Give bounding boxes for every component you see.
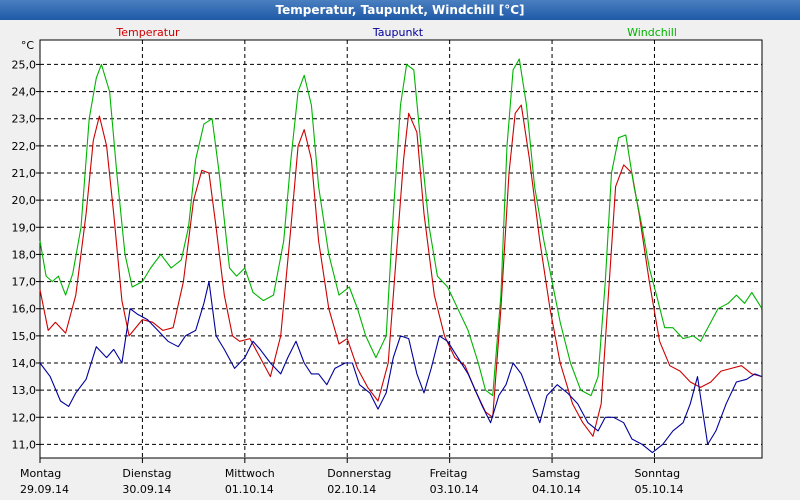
y-tick-label: 15,0 (12, 330, 37, 343)
y-tick-label: 21,0 (12, 167, 37, 180)
legend-temperatur: Temperatur (115, 26, 180, 39)
y-tick-label: 16,0 (12, 303, 37, 316)
series-line-temperatur (39, 104, 763, 437)
x-tick-weekday: Mittwoch (225, 467, 275, 480)
x-tick-weekday: Dienstag (122, 467, 171, 480)
legend-taupunkt: Taupunkt (372, 26, 424, 39)
y-tick-label: 11,0 (12, 438, 37, 451)
y-tick-label: 23,0 (12, 113, 37, 126)
chart-title: Temperatur, Taupunkt, Windchill [°C] (0, 0, 800, 20)
x-tick-date: 03.10.14 (430, 483, 479, 496)
series-line-taupunkt (39, 281, 763, 454)
x-tick-date: 01.10.14 (225, 483, 274, 496)
x-tick-weekday: Freitag (430, 467, 468, 480)
x-tick-date: 04.10.14 (532, 483, 581, 496)
y-tick-label: 14,0 (12, 357, 37, 370)
y-tick-label: 19,0 (12, 221, 37, 234)
y-tick-label: 25,0 (12, 58, 37, 71)
plot-area (39, 39, 763, 459)
x-tick-date: 29.09.14 (20, 483, 69, 496)
y-tick-label: 20,0 (12, 194, 37, 207)
y-tick-label: 22,0 (12, 140, 37, 153)
y-tick-label: 18,0 (12, 248, 37, 261)
x-tick-date: 30.09.14 (122, 483, 171, 496)
x-tick-weekday: Samstag (532, 467, 580, 480)
x-tick-date: 05.10.14 (634, 483, 683, 496)
y-tick-label: 12,0 (12, 411, 37, 424)
y-tick-label: 13,0 (12, 384, 37, 397)
x-tick-date: 02.10.14 (327, 483, 376, 496)
y-tick-label: 24,0 (12, 86, 37, 99)
x-tick-weekday: Sonntag (634, 467, 680, 480)
legend-windchill: Windchill (627, 26, 677, 39)
x-tick-weekday: Donnerstag (327, 467, 391, 480)
y-axis-label: °C (21, 39, 35, 52)
x-tick-weekday: Montag (20, 467, 61, 480)
y-tick-label: 17,0 (12, 276, 37, 289)
series-line-windchill (39, 58, 763, 397)
